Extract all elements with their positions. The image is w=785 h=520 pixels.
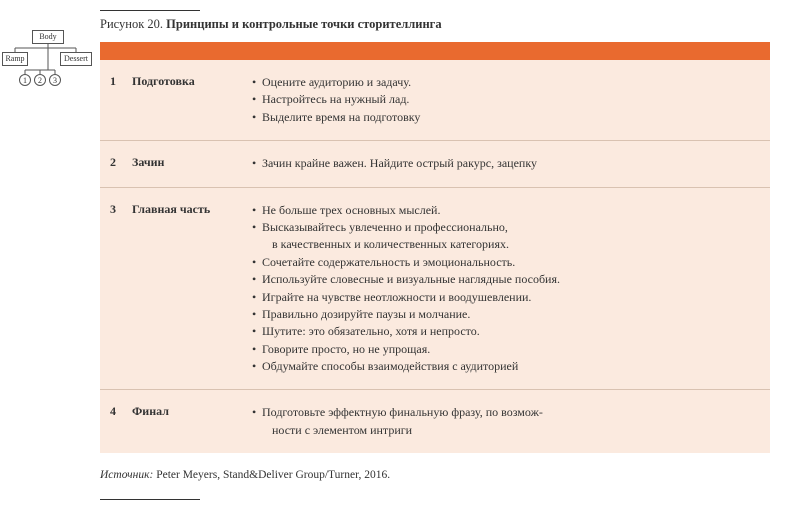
row-label: Главная часть (132, 202, 252, 376)
bullet-dot: • (252, 91, 262, 108)
row-label: Финал (132, 404, 252, 439)
row-number: 1 (110, 74, 132, 126)
bullet-item: •Оцените аудиторию и задачу. (252, 74, 754, 91)
bullet-dot: • (252, 306, 262, 323)
tree-node-dessert: Dessert (60, 52, 92, 66)
tree-circle-2: 2 (34, 74, 46, 86)
bullet-dot: • (252, 271, 262, 288)
bullet-text: Не больше трех основных мыслей. (262, 202, 754, 219)
bullet-text: Играйте на чувстве неотложности и воодуш… (262, 289, 754, 306)
table-row: 1Подготовка•Оцените аудиторию и задачу.•… (100, 60, 770, 141)
end-rule (100, 499, 200, 500)
bullet-item: •Зачин крайне важен. Найдите острый раку… (252, 155, 754, 172)
bullet-item: •Играйте на чувстве неотложности и вооду… (252, 289, 754, 306)
bullet-dot: • (252, 219, 262, 254)
row-label: Зачин (132, 155, 252, 172)
bullet-text: Подготовьте эффектную финальную фразу, п… (262, 404, 754, 439)
bullet-dot: • (252, 74, 262, 91)
storytelling-table: 1Подготовка•Оцените аудиторию и задачу.•… (100, 42, 770, 453)
caption-title: Принципы и контрольные точки сторителлин… (166, 17, 441, 31)
bullet-dot: • (252, 202, 262, 219)
bullet-item: •Не больше трех основных мыслей. (252, 202, 754, 219)
source-label: Источник: (100, 469, 153, 481)
row-number: 3 (110, 202, 132, 376)
bullet-item: •Высказывайтесь увлеченно и профессионал… (252, 219, 754, 254)
caption-label: Рисунок 20. (100, 17, 163, 31)
bullet-dot: • (252, 358, 262, 375)
table-row: 3Главная часть•Не больше трех основных м… (100, 188, 770, 391)
bullet-text: Оцените аудиторию и задачу. (262, 74, 754, 91)
tree-node-ramp: Ramp (2, 52, 28, 66)
figure-caption: Рисунок 20. Принципы и контрольные точки… (100, 17, 785, 32)
bullet-dot: • (252, 155, 262, 172)
bullet-item: •Говорите просто, но не упрощая. (252, 341, 754, 358)
bullet-dot: • (252, 109, 262, 126)
row-number: 2 (110, 155, 132, 172)
tree-node-body: Body (32, 30, 64, 44)
bullet-text: Говорите просто, но не упрощая. (262, 341, 754, 358)
row-body: •Подготовьте эффектную финальную фразу, … (252, 404, 754, 439)
bullet-item: •Настройтесь на нужный лад. (252, 91, 754, 108)
bullet-dot: • (252, 289, 262, 306)
row-body: •Оцените аудиторию и задачу.•Настройтесь… (252, 74, 754, 126)
row-body: •Не больше трех основных мыслей.•Высказы… (252, 202, 754, 376)
caption-rule (100, 10, 200, 11)
source-line: Источник: Peter Meyers, Stand&Deliver Gr… (100, 469, 785, 481)
row-label: Подготовка (132, 74, 252, 126)
bullet-dot: • (252, 323, 262, 340)
table-header-bar (100, 42, 770, 60)
source-text: Peter Meyers, Stand&Deliver Group/Turner… (156, 469, 390, 481)
bullet-dot: • (252, 341, 262, 358)
bullet-item: •Подготовьте эффектную финальную фразу, … (252, 404, 754, 439)
bullet-text: Правильно дозируйте паузы и молчание. (262, 306, 754, 323)
bullet-dot: • (252, 404, 262, 439)
bullet-text: Настройтесь на нужный лад. (262, 91, 754, 108)
bullet-text: Сочетайте содержательность и эмоциональн… (262, 254, 754, 271)
bullet-item: •Выделите время на подготовку (252, 109, 754, 126)
table-row: 2Зачин•Зачин крайне важен. Найдите остры… (100, 141, 770, 187)
tree-circle-3: 3 (49, 74, 61, 86)
bullet-text: Выделите время на подготовку (262, 109, 754, 126)
bullet-item: •Используйте словесные и визуальные нагл… (252, 271, 754, 288)
bullet-item: •Сочетайте содержательность и эмоциональ… (252, 254, 754, 271)
figure-page: Рисунок 20. Принципы и контрольные точки… (0, 0, 785, 520)
row-body: •Зачин крайне важен. Найдите острый раку… (252, 155, 754, 172)
row-number: 4 (110, 404, 132, 439)
bullet-text: Высказывайтесь увлеченно и профессиональ… (262, 219, 754, 254)
table-row: 4Финал•Подготовьте эффектную финальную ф… (100, 390, 770, 453)
bullet-item: •Шутите: это обязательно, хотя и непрост… (252, 323, 754, 340)
bullet-dot: • (252, 254, 262, 271)
bullet-text: Обдумайте способы взаимодействия с аудит… (262, 358, 754, 375)
tree-circle-1: 1 (19, 74, 31, 86)
bullet-item: •Обдумайте способы взаимодействия с ауди… (252, 358, 754, 375)
bullet-text: Шутите: это обязательно, хотя и непросто… (262, 323, 754, 340)
bullet-text: Зачин крайне важен. Найдите острый ракур… (262, 155, 754, 172)
bullet-text: Используйте словесные и визуальные нагля… (262, 271, 754, 288)
bullet-item: •Правильно дозируйте паузы и молчание. (252, 306, 754, 323)
